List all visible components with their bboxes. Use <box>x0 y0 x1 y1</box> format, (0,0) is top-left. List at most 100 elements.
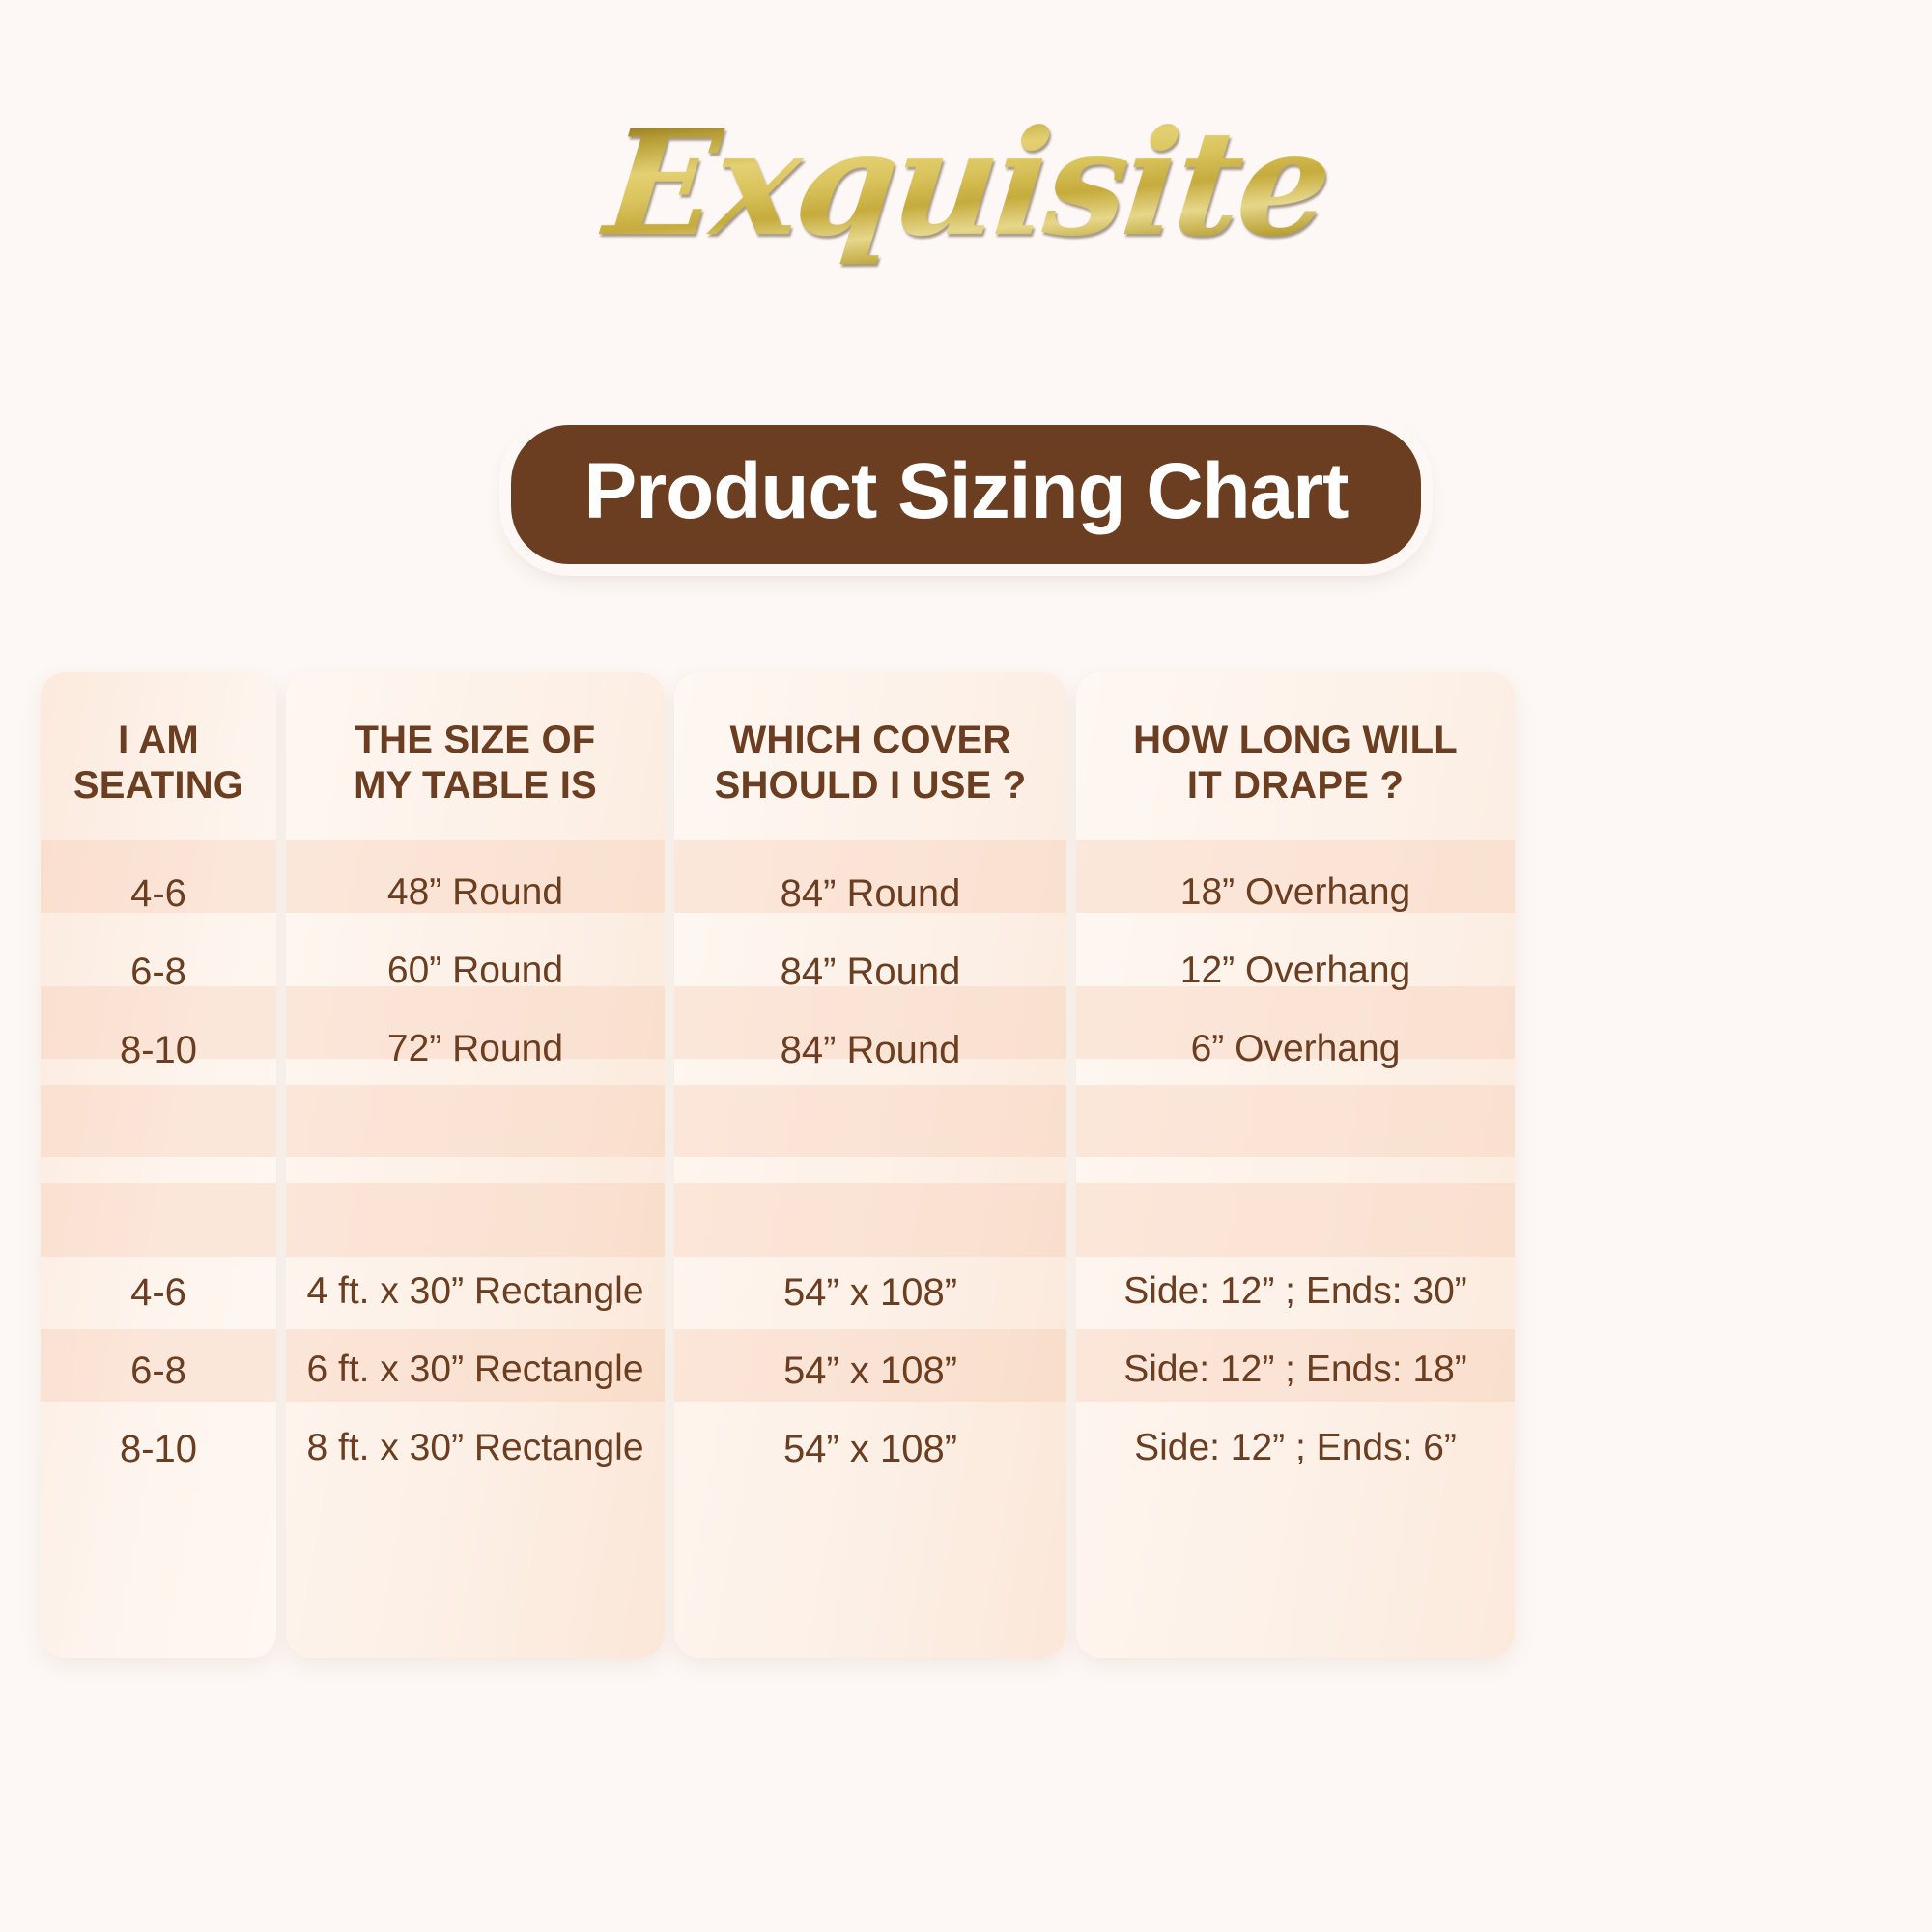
table-cell: Side: 12” ; Ends: 18” <box>1123 1349 1467 1391</box>
table-cell: 4-6 <box>130 871 186 915</box>
row-stripe <box>286 1256 665 1329</box>
table-cell: 8-10 <box>119 1427 198 1470</box>
row-stripe <box>286 1085 665 1157</box>
row-stripe <box>1076 985 1515 1059</box>
row-stripe <box>41 1401 276 1658</box>
row-stripes <box>1076 672 1515 1658</box>
column-header-line: SHOULD I USE ? <box>714 764 1027 807</box>
row-stripe <box>41 913 276 986</box>
sizing-table: I AM SEATING 4-6 6-8 8-10 4-6 6-8 8-10 THE SIZE … <box>41 672 1891 1658</box>
column-header-line: MY TABLE IS <box>354 764 597 807</box>
group-separator <box>41 1118 276 1224</box>
column-header-drape: HOW LONG WILL IT DRAPE ? <box>1076 672 1515 854</box>
table-cell: 18” Overhang <box>1179 871 1411 914</box>
table-cell: 84” Round <box>780 950 961 993</box>
row-stripe <box>286 1183 665 1257</box>
row-stripe <box>41 672 276 841</box>
row-stripe <box>674 1256 1066 1329</box>
row-stripe <box>674 913 1066 986</box>
row-stripe <box>1076 1401 1515 1658</box>
group-separator <box>286 1118 665 1224</box>
column-tail <box>286 1488 665 1658</box>
page-title: Product Sizing Chart <box>510 425 1422 565</box>
row-stripe <box>41 840 276 914</box>
brand-logo: Exquisite <box>0 89 1932 292</box>
row-stripe <box>41 1085 276 1157</box>
table-cell: 4-6 <box>130 1270 186 1314</box>
row-stripe <box>1076 840 1515 914</box>
row-stripe <box>1076 1256 1515 1329</box>
table-cell: 6-8 <box>130 1349 186 1392</box>
row-stripe <box>286 1401 665 1658</box>
row-stripe <box>286 840 665 914</box>
row-stripe <box>41 985 276 1059</box>
sizing-column-seating: I AM SEATING 4-6 6-8 8-10 4-6 6-8 8-10 <box>41 672 276 1658</box>
table-cell: 4 ft. x 30” Rectangle <box>306 1270 644 1313</box>
row-stripe <box>674 1401 1066 1658</box>
group-spacer <box>674 1089 1066 1118</box>
column-cells: I AM SEATING 4-6 6-8 8-10 4-6 6-8 8-10 <box>41 672 276 1658</box>
row-stripe <box>41 1156 276 1184</box>
row-stripe <box>674 1183 1066 1257</box>
row-stripe <box>286 913 665 986</box>
row-stripe <box>41 1183 276 1257</box>
table-cell: 54” x 108” <box>782 1349 958 1392</box>
column-tail <box>674 1488 1066 1658</box>
column-tail <box>1076 1488 1515 1658</box>
row-stripe <box>286 1156 665 1184</box>
row-stripe <box>674 840 1066 914</box>
row-stripe <box>1076 1156 1515 1184</box>
row-stripe <box>1076 672 1515 841</box>
page-title-banner: Product Sizing Chart <box>0 425 1932 565</box>
table-cell: Side: 12” ; Ends: 30” <box>1123 1270 1467 1313</box>
sizing-column-drape: HOW LONG WILL IT DRAPE ? 18” Overhang 12” O… <box>1076 672 1515 1658</box>
table-cell: 54” x 108” <box>782 1427 958 1470</box>
table-cell: 6-8 <box>130 950 186 993</box>
group-separator <box>674 1118 1066 1224</box>
column-header-seating: I AM SEATING <box>41 672 276 854</box>
row-stripe <box>1076 1058 1515 1086</box>
row-stripe <box>674 1058 1066 1086</box>
row-stripe <box>1076 1085 1515 1157</box>
table-cell: 12” Overhang <box>1179 950 1411 992</box>
table-cell: Side: 12” ; Ends: 6” <box>1134 1427 1457 1469</box>
table-cell: 8-10 <box>119 1028 198 1071</box>
table-cell: 54” x 108” <box>782 1270 958 1314</box>
row-stripe <box>41 1256 276 1329</box>
row-stripe <box>674 1085 1066 1157</box>
column-header-line: HOW LONG WILL <box>1133 718 1458 761</box>
table-cell: 6 ft. x 30” Rectangle <box>306 1349 644 1391</box>
row-stripes <box>41 672 276 1658</box>
brand-logo-text: Exquisite <box>588 99 1344 270</box>
table-cell: 84” Round <box>780 1028 961 1071</box>
group-separator <box>1076 1118 1515 1224</box>
row-stripe <box>1076 913 1515 986</box>
table-cell: 72” Round <box>386 1028 564 1070</box>
column-header-cover: WHICH COVER SHOULD I USE ? <box>674 672 1066 854</box>
group-spacer <box>674 1224 1066 1253</box>
column-cells: HOW LONG WILL IT DRAPE ? 18” Overhang 12” O… <box>1076 672 1515 1658</box>
group-spacer <box>286 1089 665 1118</box>
table-cell: 8 ft. x 30” Rectangle <box>306 1427 644 1469</box>
column-cells: WHICH COVER SHOULD I USE ? 84” Round 84” Ro… <box>674 672 1066 1658</box>
column-header-line: IT DRAPE ? <box>1186 764 1405 807</box>
group-spacer <box>41 1089 276 1118</box>
row-stripe <box>41 1328 276 1402</box>
column-header-line: SEATING <box>72 764 244 807</box>
column-header-table-size: THE SIZE OF MY TABLE IS <box>286 672 665 854</box>
table-cell: 84” Round <box>780 871 961 915</box>
group-spacer <box>1076 1224 1515 1253</box>
row-stripe <box>286 1058 665 1086</box>
table-cell: 60” Round <box>386 950 564 992</box>
column-tail <box>41 1488 276 1658</box>
column-cells: THE SIZE OF MY TABLE IS 48” Round 60” Round… <box>286 672 665 1658</box>
row-stripe <box>674 1328 1066 1402</box>
row-stripes <box>286 672 665 1658</box>
sizing-column-cover: WHICH COVER SHOULD I USE ? 84” Round 84” Ro… <box>674 672 1066 1658</box>
column-header-line: WHICH COVER <box>729 718 1011 761</box>
row-stripe <box>674 672 1066 841</box>
group-spacer <box>286 1224 665 1253</box>
column-header-line: I AM <box>118 718 199 761</box>
row-stripe <box>1076 1328 1515 1402</box>
